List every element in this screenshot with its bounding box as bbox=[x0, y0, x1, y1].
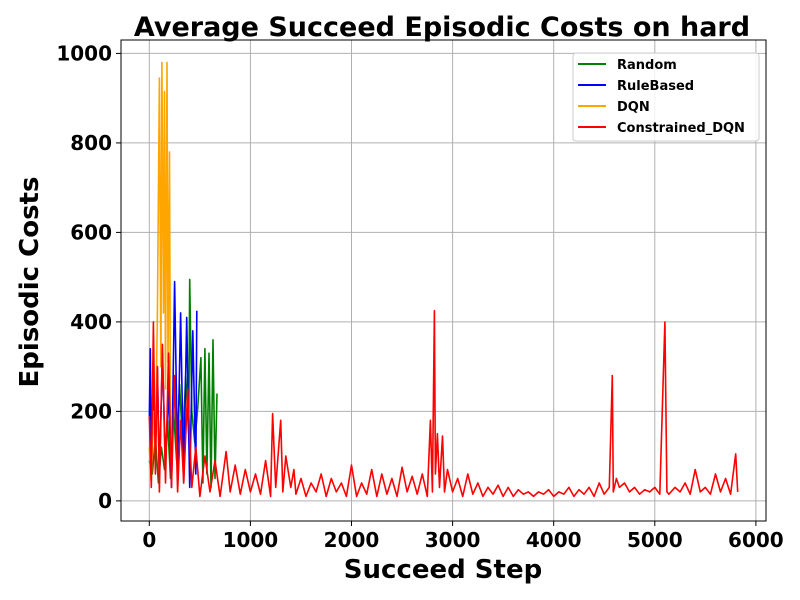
plot-frame bbox=[120, 39, 767, 522]
y-tick-label: 200 bbox=[70, 399, 112, 423]
x-tick-label: 0 bbox=[142, 528, 156, 552]
x-tick-label: 5000 bbox=[627, 528, 683, 552]
x-tick-label: 1000 bbox=[223, 528, 279, 552]
series-line-constrained-dqn bbox=[148, 309, 739, 498]
y-tick-label: 0 bbox=[98, 489, 112, 513]
legend-label: RuleBased bbox=[617, 79, 694, 94]
y-tick-label: 1000 bbox=[56, 41, 112, 65]
x-tick-label: 4000 bbox=[526, 528, 582, 552]
x-tick-label: 2000 bbox=[324, 528, 380, 552]
x-tick-label: 6000 bbox=[728, 528, 784, 552]
plot-series bbox=[148, 61, 739, 498]
chart-title: Average Succeed Episodic Costs on hard bbox=[134, 12, 750, 43]
legend: Random RuleBased DQN Constrained_DQN bbox=[572, 52, 760, 142]
legend-label: DQN bbox=[617, 100, 650, 115]
y-tick-label: 600 bbox=[70, 220, 112, 244]
axis-ticks: 0 1000 2000 3000 4000 5000 6000 0 200 400 600 800 10… bbox=[56, 41, 783, 552]
legend-label: Constrained_DQN bbox=[617, 121, 745, 136]
y-axis-label: Episodic Costs bbox=[15, 177, 45, 388]
y-tick-label: 400 bbox=[70, 310, 112, 334]
legend-label: Random bbox=[617, 58, 677, 73]
legend-box bbox=[572, 52, 760, 142]
x-axis-label: Succeed Step bbox=[344, 555, 542, 585]
y-tick-label: 800 bbox=[70, 131, 112, 155]
x-tick-label: 3000 bbox=[425, 528, 481, 552]
